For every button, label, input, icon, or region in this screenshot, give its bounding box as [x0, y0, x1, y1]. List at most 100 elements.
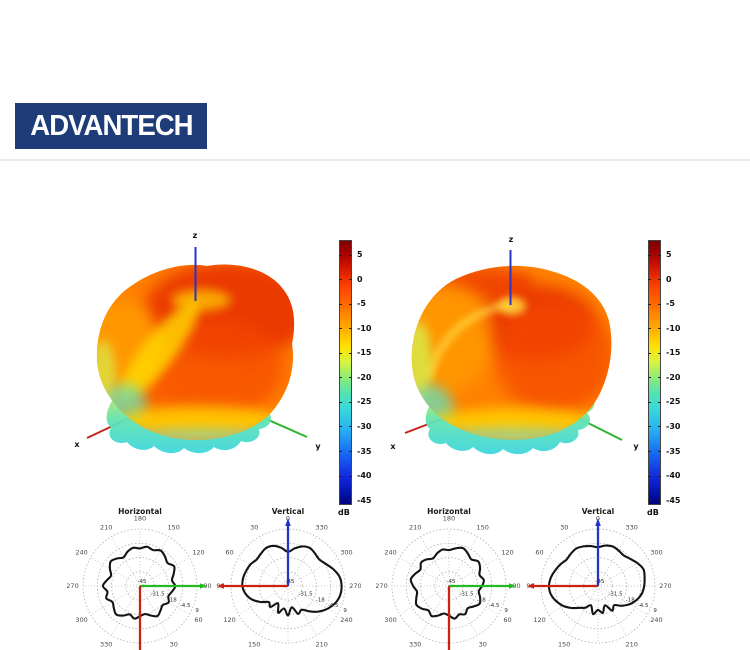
polar-title: Horizontal [427, 507, 471, 516]
colorbar-tick-label: -40 [666, 471, 681, 481]
angle-tick-label: 300 [650, 548, 662, 556]
colorbar-tick-mark [349, 279, 352, 281]
angle-tick-label: 90 [512, 582, 520, 590]
colorbar-tick-mark [339, 401, 342, 403]
boresight-arrowhead [595, 518, 601, 526]
angle-tick-label: 120 [192, 548, 204, 556]
radial-tick-label: -45 [447, 579, 456, 585]
colorbar-tick-mark [658, 475, 661, 477]
angle-tick-label: 300 [75, 616, 87, 624]
polar-title: Vertical [271, 507, 305, 516]
radial-tick-label: -4.5 [638, 603, 649, 609]
colorbar-tick-mark [648, 352, 651, 354]
colorbar-tick-mark [349, 254, 352, 256]
colorbar-tick-mark [349, 500, 352, 502]
angle-tick-label: 330 [626, 524, 638, 532]
colorbar-tick-mark [648, 328, 651, 330]
polar-title: Horizontal [118, 507, 162, 516]
colorbar-tick-mark [339, 279, 342, 281]
colorbar-tick-mark [658, 352, 661, 354]
radiation-blob [96, 264, 295, 440]
angle-tick-label: 270 [376, 582, 388, 590]
grid-spoke [569, 585, 599, 636]
grid-spoke [259, 536, 289, 587]
colorbar-tick-mark [658, 426, 661, 428]
y-axis-label: y [315, 442, 321, 451]
grid-spoke [399, 557, 450, 587]
radial-tick-label: -45 [596, 579, 605, 585]
colorbar-tick-mark [658, 401, 661, 403]
angle-tick-label: 30 [250, 524, 258, 532]
z-axis-label: z [193, 231, 198, 240]
angle-tick-label: 210 [626, 641, 638, 649]
angle-tick-label: 270 [659, 582, 671, 590]
colorbar-tick-mark [349, 328, 352, 330]
angle-tick-label: 120 [501, 548, 513, 556]
radiation-3d-svg: z x y [74, 231, 321, 454]
colorbar-tick-label: -20 [357, 372, 372, 382]
colorbar-tick-mark [658, 303, 661, 305]
colorbar-tick-mark [648, 500, 651, 502]
colorbar-tick-label: -5 [666, 299, 675, 309]
z-axis-label: z [509, 235, 514, 244]
colorbar-tick-label: -15 [666, 348, 681, 358]
colorbar-unit-label: dB [647, 508, 659, 517]
grid-spoke [139, 536, 169, 587]
radiation-pattern-curve [547, 544, 646, 616]
grid-spoke [238, 557, 289, 587]
grid-spoke [548, 557, 599, 587]
radial-tick-label: 9 [504, 608, 508, 614]
colorbar-tick-mark [339, 451, 342, 453]
angle-tick-label: 240 [650, 616, 662, 624]
colorbar-tick-mark [648, 279, 651, 281]
boresight-arrowhead [217, 583, 224, 589]
angle-tick-label: 150 [558, 641, 570, 649]
colorbar-tick-mark [658, 500, 661, 502]
advantech-logo-text: ADVANTECH [29, 109, 193, 142]
colorbar-tick-mark [339, 352, 342, 354]
colorbar-tick-label: 5 [357, 250, 363, 260]
boresight-arrowhead [509, 583, 516, 589]
colorbar-tick-mark [658, 328, 661, 330]
colorbar-tick-label: -40 [357, 471, 372, 481]
grid-spoke [399, 585, 450, 615]
grid-spoke [448, 536, 478, 587]
boresight-arrowhead [200, 583, 207, 589]
radiation-3d-plot-left: z x y [55, 228, 335, 456]
polar-title: Vertical [581, 507, 615, 516]
polar-plot-svg: 1801501209060300330300270240210-45-31.5-… [67, 515, 212, 650]
grid-spoke [287, 585, 317, 636]
angle-tick-label: 30 [170, 641, 178, 649]
x-axis-label: x [390, 442, 396, 451]
colorbar-tick-mark [658, 377, 661, 379]
grid-spoke [569, 536, 599, 587]
angle-tick-label: 150 [477, 524, 489, 532]
grid-spoke [139, 585, 169, 636]
radiation-pattern-curve [241, 544, 343, 617]
colorbar-tick-label: -25 [357, 397, 372, 407]
radial-tick-label: -45 [138, 579, 147, 585]
grid-spoke [597, 585, 627, 636]
grid-spoke [238, 585, 289, 615]
angle-tick-label: 60 [194, 616, 202, 624]
colorbar-tick-mark [349, 426, 352, 428]
colorbar-tick-label: -30 [357, 421, 372, 431]
boresight-arrowhead [285, 518, 291, 526]
polar-chart-horizontal-2: Horizontal 18015012090603003303002702402… [376, 505, 522, 650]
colorbar-tick-mark [349, 451, 352, 453]
grid-spoke [287, 536, 317, 587]
colorbar-tick-mark [339, 475, 342, 477]
colorbar-tick-mark [349, 475, 352, 477]
angle-tick-label: 210 [100, 524, 112, 532]
grid-spoke [448, 585, 499, 615]
angle-tick-label: 30 [560, 524, 568, 532]
colorbar-tick-mark [648, 303, 651, 305]
colorbar-tick-mark [658, 279, 661, 281]
radial-tick-label: -18 [477, 598, 486, 604]
grid-spoke [597, 557, 648, 587]
angle-tick-label: 270 [349, 582, 361, 590]
radial-tick-label: -18 [316, 598, 325, 604]
advantech-logo: ADVANTECH [15, 103, 207, 149]
grid-spoke [139, 557, 190, 587]
colorbar-tick-mark [339, 500, 342, 502]
